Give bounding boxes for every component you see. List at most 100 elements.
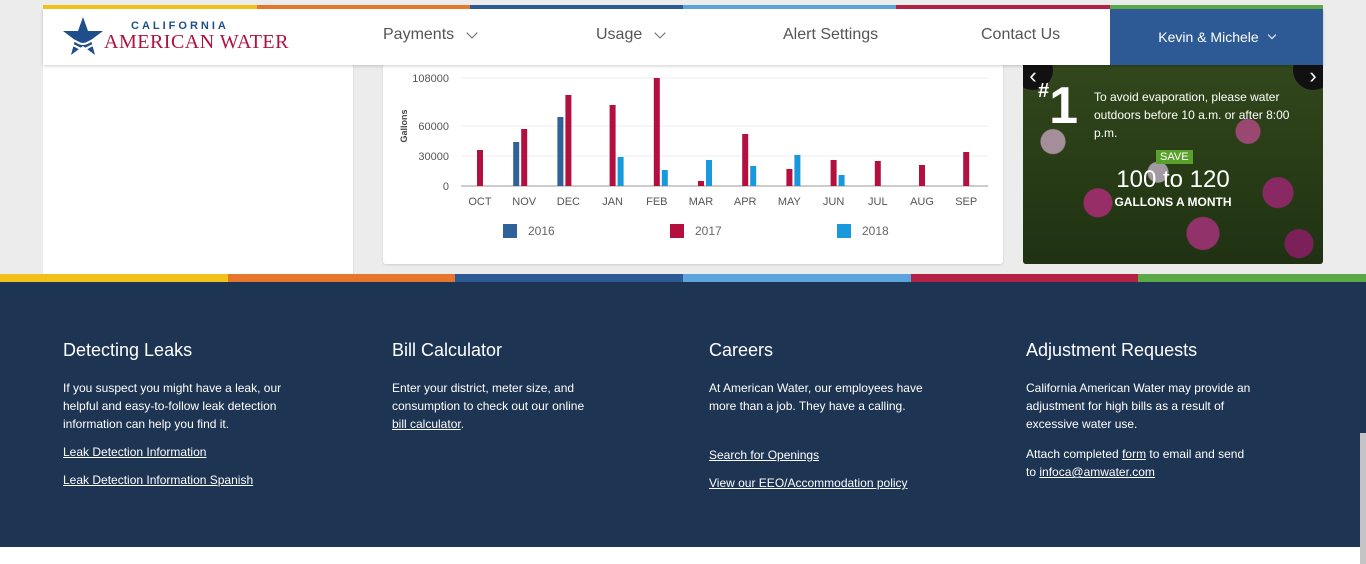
bar-2017-oct (477, 150, 483, 186)
footer-adjustments-title: Adjustment Requests (1026, 340, 1198, 360)
save-unit: GALLONS A MONTH (1114, 195, 1232, 209)
footer-calculator-suffix: . (460, 417, 465, 431)
bar-2017-jul (874, 161, 881, 186)
footer-calculator-title: Bill Calculator (392, 340, 503, 360)
nav-contact-us-label: Contact Us (981, 26, 1061, 43)
footer-stripe-green (1138, 274, 1366, 282)
x-tick-label: SEP (955, 196, 977, 208)
legend-swatch-2017 (670, 224, 684, 238)
header-stripe-navy (470, 5, 683, 9)
bar-2017-nov (521, 129, 528, 186)
footer-careers-text: At American Water, our employees have mo… (709, 381, 923, 413)
save-amount: 100 to 120 (1116, 166, 1230, 193)
header-stripe-yellow (43, 5, 257, 9)
y-tick-label: 0 (443, 181, 449, 193)
search-openings-link[interactable]: Search for Openings (709, 448, 820, 462)
left-panel (43, 65, 354, 274)
bar-2018-apr (750, 166, 757, 186)
x-tick-label: OCT (468, 196, 492, 208)
leak-detection-link[interactable]: Leak Detection Information (63, 445, 207, 459)
page-bottom-area (0, 547, 1366, 564)
footer-adjustments-text: California American Water may provide an… (1026, 381, 1251, 431)
footer-adjustment-requests: Adjustment Requests California American … (1026, 340, 1286, 481)
legend-swatch-2016 (503, 224, 517, 238)
user-menu-button[interactable]: Kevin & Michele (1110, 9, 1323, 65)
bar-2017-dec (565, 95, 572, 186)
tip-rank: #1 (1038, 80, 1078, 132)
email-link[interactable]: infoca@amwater.com (1039, 465, 1155, 479)
bar-2018-jun (838, 175, 845, 186)
x-tick-label: MAY (778, 196, 802, 208)
header-stripe-red (896, 5, 1110, 9)
chevron-down-icon (466, 27, 478, 39)
footer-stripe-red (911, 274, 1138, 282)
bar-2017-jan (609, 105, 616, 186)
tip-rank-number: 1 (1049, 77, 1079, 135)
header-stripe-green (1110, 5, 1323, 9)
chevron-down-icon (654, 27, 666, 39)
save-badge: SAVE (1156, 150, 1193, 164)
bar-2017-mar (698, 181, 704, 186)
header-stripe-lightblue (683, 5, 896, 9)
x-tick-label: AUG (910, 196, 934, 208)
nav-usage[interactable]: Usage (596, 26, 666, 44)
footer-adjustments-attach: Attach completed form to email and send … (1026, 445, 1256, 481)
footer-stripe-yellow (0, 274, 228, 282)
nav-usage-label: Usage (596, 26, 643, 43)
eeo-policy-link[interactable]: View our EEO/Accommodation policy (709, 476, 908, 490)
nav-contact-us[interactable]: Contact Us (981, 26, 1060, 44)
form-link[interactable]: form (1122, 447, 1147, 461)
bar-2017-sep (963, 152, 970, 186)
x-tick-label: FEB (646, 196, 667, 208)
legend-label-2018: 2018 (862, 224, 889, 238)
bar-2018-mar (706, 160, 712, 186)
water-tip-carousel: ‹ › #1 To avoid evaporation, please wate… (1023, 60, 1323, 264)
brand-line1: CALIFORNIA (131, 20, 229, 32)
x-tick-label: APR (734, 196, 757, 208)
bar-2017-apr (742, 134, 749, 186)
chevron-left-icon: ‹ (1029, 63, 1037, 88)
nav-alert-settings[interactable]: Alert Settings (783, 26, 878, 44)
bill-calculator-link[interactable]: bill calculator (392, 417, 461, 431)
usage-chart-card: 0 30000 60000 108000 Gallons OCT NOV DEC JAN FEB M… (383, 60, 1003, 264)
leak-detection-spanish-link[interactable]: Leak Detection Information Spanish (63, 473, 254, 487)
footer-leaks-text: If you suspect you might have a leak, ou… (63, 381, 282, 431)
footer-attach-prefix: Attach completed (1026, 447, 1119, 461)
nav-payments[interactable]: Payments (383, 26, 478, 44)
legend-label-2016: 2016 (528, 224, 555, 238)
page-scrollbar[interactable] (1360, 433, 1366, 564)
footer-careers-title: Careers (709, 340, 774, 360)
legend-swatch-2018 (837, 224, 851, 238)
x-tick-label: NOV (512, 196, 537, 208)
footer-stripe-navy (455, 274, 683, 282)
footer-bill-calculator: Bill Calculator Enter your district, met… (392, 340, 652, 433)
footer-calculator-text: Enter your district, meter size, and con… (392, 379, 602, 433)
footer-stripe-orange (228, 274, 455, 282)
footer-detecting-leaks: Detecting Leaks If you suspect you might… (63, 340, 323, 489)
chevron-down-icon (1267, 30, 1276, 40)
legend-label-2017: 2017 (695, 224, 722, 238)
x-tick-label: JUL (868, 196, 888, 208)
footer-attach-middle: to email and send to (1026, 447, 1245, 479)
tip-rank-hash: # (1038, 80, 1050, 102)
bar-2018-may (794, 155, 801, 186)
bar-2017-may (786, 169, 793, 186)
footer-leaks-title: Detecting Leaks (63, 340, 193, 360)
bar-2018-jan (617, 157, 624, 186)
footer-stripe-lightblue (683, 274, 911, 282)
brand-logo[interactable] (63, 15, 283, 59)
bar-2016-nov (513, 142, 520, 186)
tip-text: To avoid evaporation, please water outdo… (1094, 90, 1290, 140)
header-stripe-orange (257, 5, 470, 9)
x-tick-label: DEC (557, 196, 580, 208)
x-tick-label: JAN (602, 196, 623, 208)
y-axis-label: Gallons (399, 109, 409, 142)
chevron-right-icon: › (1309, 63, 1317, 88)
nav-alert-settings-label: Alert Settings (783, 26, 879, 43)
site-header: CALIFORNIA AMERICAN WATER Payments Usage… (43, 9, 1323, 65)
footer-calculator-body: Enter your district, meter size, and con… (392, 381, 585, 413)
nav-payments-label: Payments (383, 26, 455, 43)
site-footer: Detecting Leaks If you suspect you might… (0, 282, 1366, 547)
x-tick-label: JUN (823, 196, 844, 208)
bar-2018-feb (661, 170, 668, 186)
